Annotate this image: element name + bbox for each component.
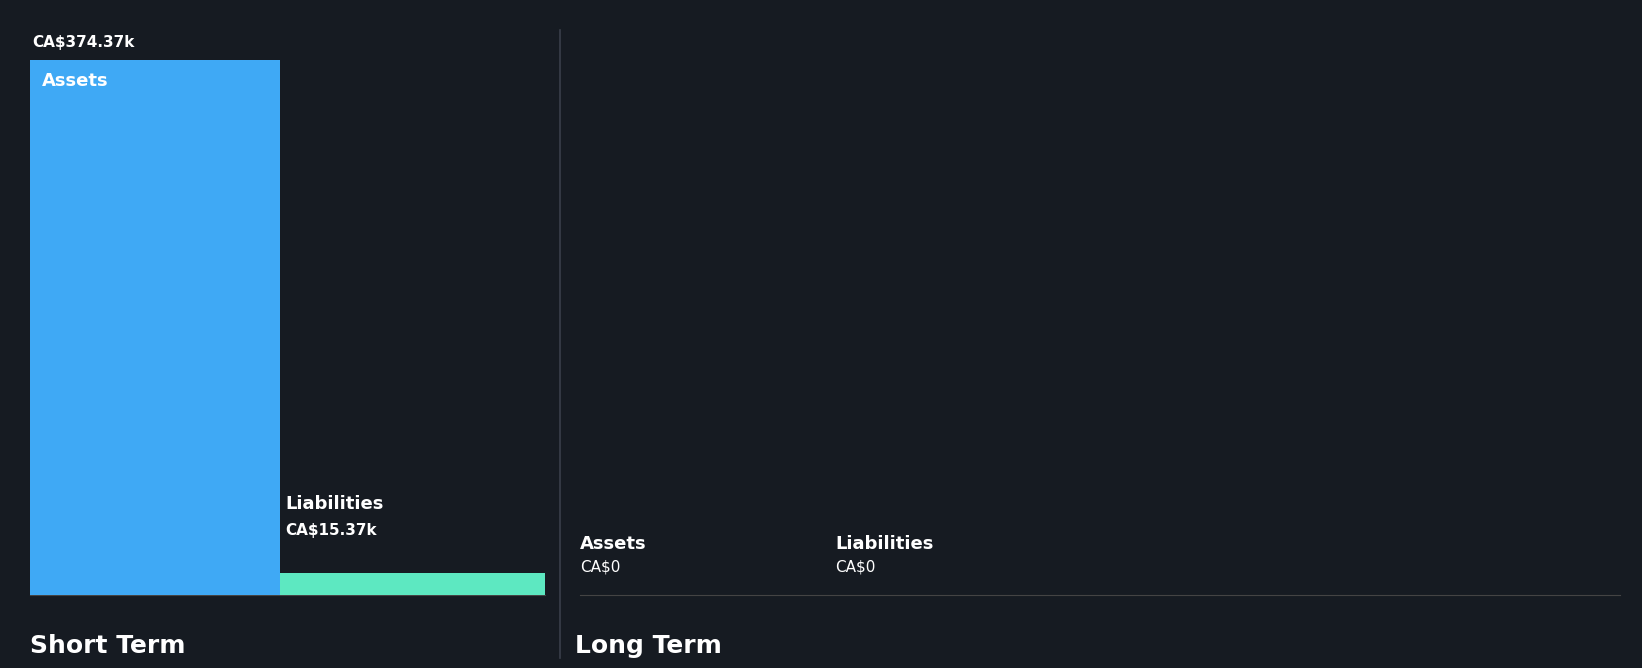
Text: CA$0: CA$0 [836, 560, 875, 575]
Bar [281, 573, 545, 595]
Text: Liabilities: Liabilities [836, 535, 933, 553]
Text: Long Term: Long Term [575, 634, 722, 658]
Text: CA$15.37k: CA$15.37k [286, 523, 376, 538]
Text: Assets: Assets [43, 72, 108, 90]
Text: Short Term: Short Term [30, 634, 186, 658]
Text: CA$0: CA$0 [580, 560, 621, 575]
Text: Liabilities: Liabilities [286, 495, 383, 513]
Bar [30, 60, 281, 595]
Text: CA$374.37k: CA$374.37k [31, 35, 135, 50]
Text: Assets: Assets [580, 535, 647, 553]
